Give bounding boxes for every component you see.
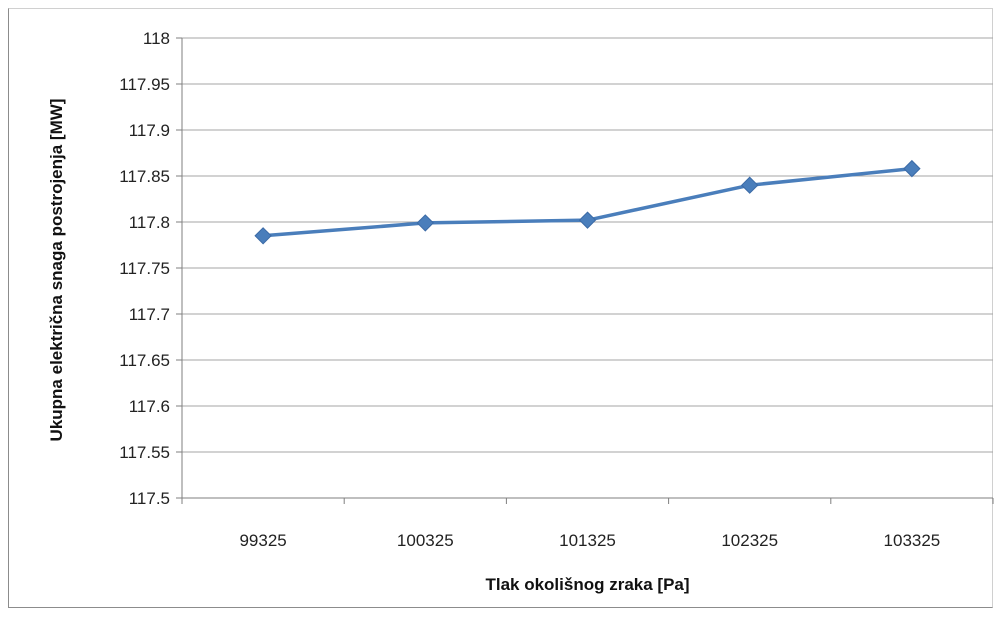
data-point-marker <box>740 176 759 194</box>
y-tick-label: 117.7 <box>129 305 170 324</box>
y-tick-label: 117.9 <box>129 121 170 140</box>
x-axis-title: Tlak okolišnog zraka [Pa] <box>485 575 689 594</box>
data-point-marker <box>416 214 435 232</box>
chart-frame <box>8 8 993 608</box>
y-axis-title: Ukupna električna snaga postrojenja [MW] <box>47 99 66 442</box>
axes <box>176 37 994 504</box>
y-tick-label: 117.95 <box>119 75 170 94</box>
data-series <box>254 159 921 245</box>
y-tick-label: 117.5 <box>129 489 170 508</box>
x-tick-label: 99325 <box>239 531 286 550</box>
y-tick-label: 118 <box>143 29 170 48</box>
data-point-marker <box>903 159 921 178</box>
y-tick-label: 117.55 <box>119 443 170 462</box>
data-point-marker <box>578 211 597 229</box>
y-tick-label: 117.8 <box>129 213 170 232</box>
x-tick-label: 101325 <box>559 531 616 550</box>
x-tick-label: 103325 <box>884 531 941 550</box>
y-tick-label: 117.75 <box>119 259 170 278</box>
data-point-marker <box>254 227 272 245</box>
y-tick-label: 117.85 <box>119 167 170 186</box>
y-tick-labels: 117.5 117.55 117.6 117.65 117.7 117.75 117.8 11… <box>119 29 170 508</box>
x-tick-label: 102325 <box>721 531 778 550</box>
x-tick-labels: 99325 100325 101325 102325 103325 <box>239 531 940 550</box>
y-tick-label: 117.65 <box>119 351 170 370</box>
x-tick-label: 100325 <box>397 531 454 550</box>
y-tick-label: 117.6 <box>129 397 170 416</box>
gridlines <box>182 37 993 499</box>
